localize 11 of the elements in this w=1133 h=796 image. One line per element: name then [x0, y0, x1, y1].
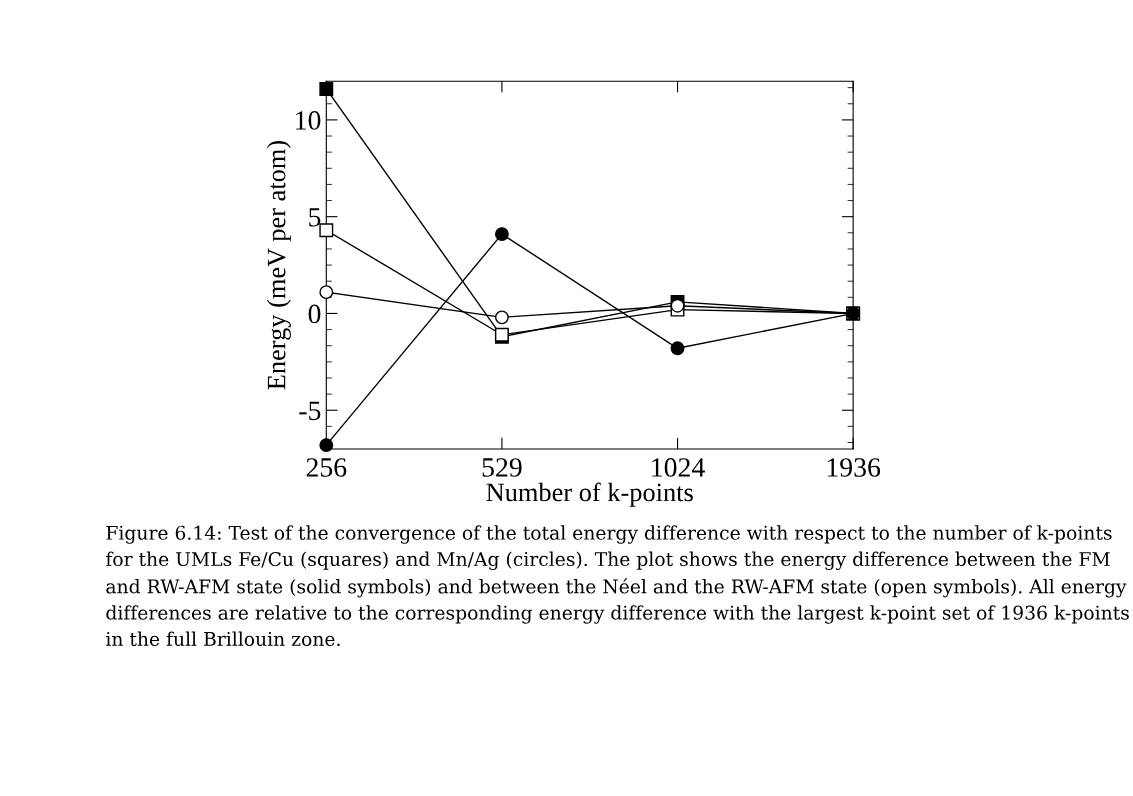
y-tick-label: 5	[309, 208, 321, 227]
caption: Figure 6.14: Test of the convergence of the total energy difference with respect to the number of k-points for the UMLs Fe/Cu (squares) and Mn/Ag (circles). The plot shows the energy difference between the FM and RW-AFM state (solid symbols) and between the Néel and the RW-AFM state (open symbols). All energy differences are relative to the corresponding energy difference with the largest k-point set of 1936 k-points in the full Brillouin zone.	[106, 525, 1129, 647]
x-axis-title: Number of k-points	[486, 482, 693, 507]
x-tick-label: 529	[482, 458, 522, 477]
y-axis-title: Energy (meV per atom)	[266, 141, 291, 390]
x-tick-label: 1024	[652, 458, 705, 477]
x-tick-label: 256	[306, 458, 347, 477]
x-tick-label: 1936	[827, 458, 881, 477]
y-tick-label: 10	[296, 111, 321, 130]
y-tick-label: -5	[299, 401, 321, 421]
y-tick-label: 0	[308, 304, 321, 324]
